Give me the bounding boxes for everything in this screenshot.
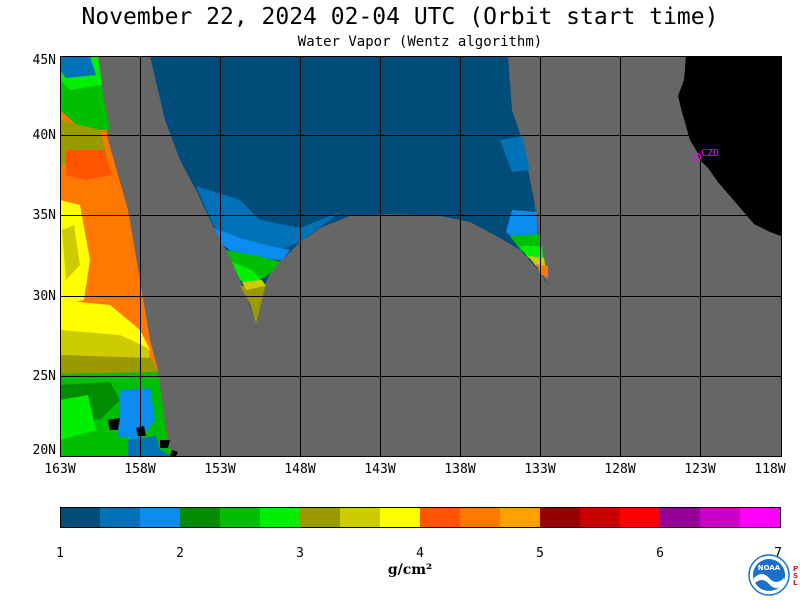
west-swath <box>60 56 178 456</box>
colorbar-label-2: 2 <box>176 546 184 561</box>
lat-label-30: 30N <box>32 289 56 304</box>
colorbar-swatch <box>740 507 781 527</box>
central-swath <box>150 56 548 324</box>
colorbar-swatch <box>100 507 141 527</box>
colorbar-label-4: 4 <box>416 546 424 561</box>
lon-label-128: 128W <box>604 462 636 477</box>
station-marker: CZD <box>692 148 719 162</box>
colorbar-swatch <box>180 507 221 527</box>
lon-label-143: 143W <box>364 462 396 477</box>
colorbar-swatch <box>340 507 381 527</box>
colorbar-swatch <box>60 507 101 527</box>
map-panel <box>60 56 781 456</box>
colorbar-swatch <box>300 507 341 527</box>
noaa-logo: NOAA <box>748 554 790 596</box>
lat-label-40: 40N <box>32 128 56 143</box>
lon-label-133: 133W <box>524 462 556 477</box>
colorbar-label-6: 6 <box>656 546 664 561</box>
lat-label-25: 25N <box>32 369 56 384</box>
lon-label-158: 158W <box>124 462 156 477</box>
colorbar-swatch <box>380 507 421 527</box>
colorbar-label-1: 1 <box>56 546 64 561</box>
colorbar-swatch <box>140 507 181 527</box>
colorbar-swatch <box>660 507 701 527</box>
colorbar-swatch <box>580 507 621 527</box>
colorbar-swatch <box>260 507 301 527</box>
page-title: November 22, 2024 02-04 UTC (Orbit start… <box>81 4 719 30</box>
colorbar-swatch <box>700 507 741 527</box>
land-mass <box>678 56 781 236</box>
colorbar-swatch <box>620 507 661 527</box>
colorbar <box>60 507 781 527</box>
lon-label-153: 153W <box>204 462 236 477</box>
lat-label-45: 45N <box>32 53 56 68</box>
station-label: CZD <box>701 148 719 159</box>
colorbar-swatch <box>420 507 461 527</box>
colorbar-units: g/cm² <box>387 562 433 578</box>
lon-label-138: 138W <box>444 462 476 477</box>
colorbar-label-7: 7 <box>774 546 782 561</box>
lon-label-118: 118W <box>754 462 786 477</box>
map-grid <box>60 56 782 457</box>
lon-label-123: 123W <box>684 462 716 477</box>
lon-label-163: 163W <box>44 462 76 477</box>
lon-label-148: 148W <box>284 462 316 477</box>
colorbar-label-3: 3 <box>296 546 304 561</box>
colorbar-swatch <box>540 507 581 527</box>
noaa-logo-text: NOAA <box>758 564 781 572</box>
colorbar-swatch <box>500 507 541 527</box>
lat-label-35: 35N <box>32 208 56 223</box>
colorbar-swatch <box>220 507 261 527</box>
psl-letters: P S L <box>793 565 799 587</box>
page-subtitle: Water Vapor (Wentz algorithm) <box>297 34 543 50</box>
colorbar-label-5: 5 <box>536 546 544 561</box>
colorbar-swatch <box>460 507 501 527</box>
lat-label-20: 20N <box>32 443 56 458</box>
